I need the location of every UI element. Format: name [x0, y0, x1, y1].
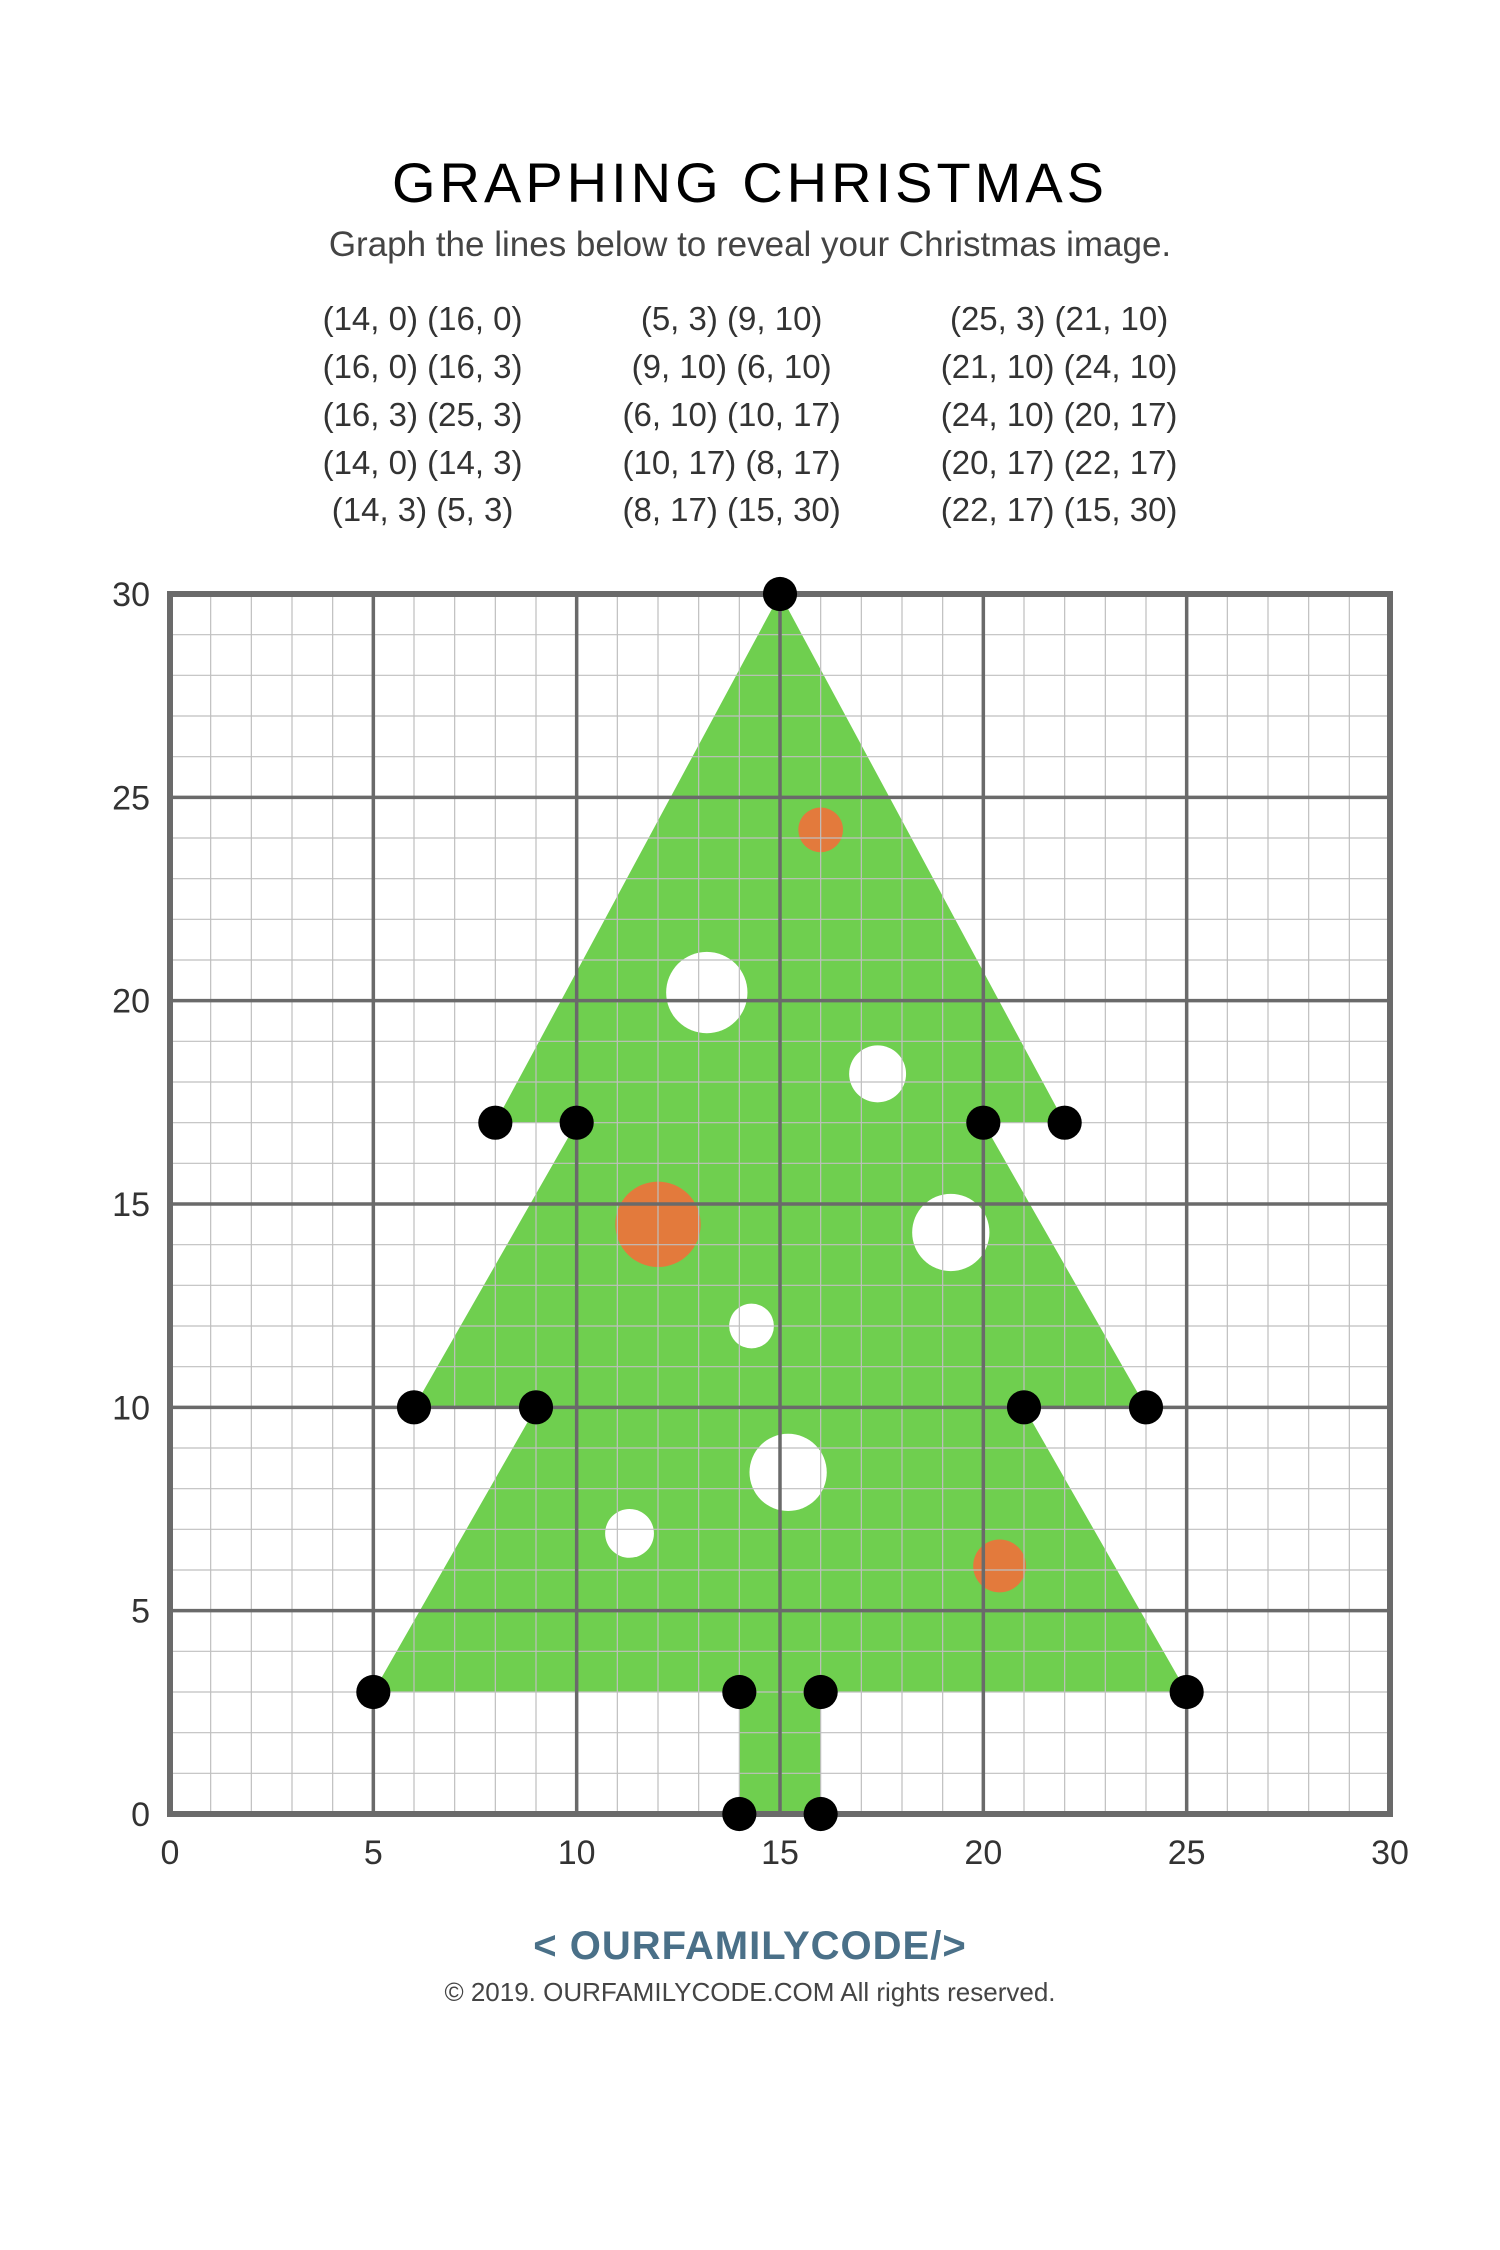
coords-col-1: (14, 0) (16, 0)(16, 0) (16, 3)(16, 3) (2…: [323, 295, 523, 534]
coords-line: (8, 17) (15, 30): [623, 486, 841, 534]
svg-text:5: 5: [364, 1834, 383, 1872]
svg-text:20: 20: [112, 983, 150, 1021]
coords-line: (24, 10) (20, 17): [941, 391, 1178, 439]
svg-text:10: 10: [112, 1390, 150, 1428]
page-subtitle: Graph the lines below to reveal your Chr…: [90, 225, 1410, 265]
coords-line: (16, 3) (25, 3): [323, 391, 523, 439]
coords-line: (14, 0) (16, 0): [323, 295, 523, 343]
svg-text:0: 0: [131, 1796, 150, 1834]
coords-line: (6, 10) (10, 17): [623, 391, 841, 439]
slash-icon: /: [930, 1924, 942, 1968]
coords-line: (25, 3) (21, 10): [950, 295, 1168, 343]
footer: < OURFAMILYCODE/> © 2019. OURFAMILYCODE.…: [90, 1924, 1410, 2008]
svg-text:30: 30: [1371, 1834, 1409, 1872]
svg-text:20: 20: [964, 1834, 1002, 1872]
brand-name: OURFAMILYCODE: [558, 1924, 931, 1968]
angle-open-icon: <: [533, 1924, 557, 1968]
coords-line: (5, 3) (9, 10): [641, 295, 823, 343]
coords-line: (20, 17) (22, 17): [941, 439, 1178, 487]
svg-text:5: 5: [131, 1593, 150, 1631]
coords-col-3: (25, 3) (21, 10)(21, 10) (24, 10)(24, 10…: [941, 295, 1178, 534]
coords-col-2: (5, 3) (9, 10)(9, 10) (6, 10)(6, 10) (10…: [623, 295, 841, 534]
svg-text:10: 10: [558, 1834, 596, 1872]
svg-text:25: 25: [1168, 1834, 1206, 1872]
coords-line: (14, 0) (14, 3): [323, 439, 523, 487]
angle-close-icon: >: [942, 1924, 966, 1968]
svg-text:15: 15: [761, 1834, 799, 1872]
coords-line: (16, 0) (16, 3): [323, 343, 523, 391]
coordinate-chart: 0 5 10 15 20 25 30 0 5 10 15 20 25 30: [90, 574, 1410, 1894]
svg-text:30: 30: [112, 576, 150, 614]
page-title: GRAPHING CHRISTMAS: [90, 150, 1410, 215]
svg-text:15: 15: [112, 1186, 150, 1224]
chart-container: 0 5 10 15 20 25 30 0 5 10 15 20 25 30: [90, 574, 1410, 1894]
coords-line: (22, 17) (15, 30): [941, 486, 1178, 534]
brand-logo: < OURFAMILYCODE/>: [90, 1924, 1410, 1969]
copyright-text: © 2019. OURFAMILYCODE.COM All rights res…: [90, 1977, 1410, 2008]
coordinate-list: (14, 0) (16, 0)(16, 0) (16, 3)(16, 3) (2…: [90, 295, 1410, 534]
coords-line: (9, 10) (6, 10): [632, 343, 832, 391]
svg-text:25: 25: [112, 780, 150, 818]
worksheet-page: GRAPHING CHRISTMAS Graph the lines below…: [0, 0, 1500, 2250]
coords-line: (10, 17) (8, 17): [623, 439, 841, 487]
svg-text:0: 0: [161, 1834, 180, 1872]
coords-line: (21, 10) (24, 10): [941, 343, 1178, 391]
coords-line: (14, 3) (5, 3): [332, 486, 514, 534]
